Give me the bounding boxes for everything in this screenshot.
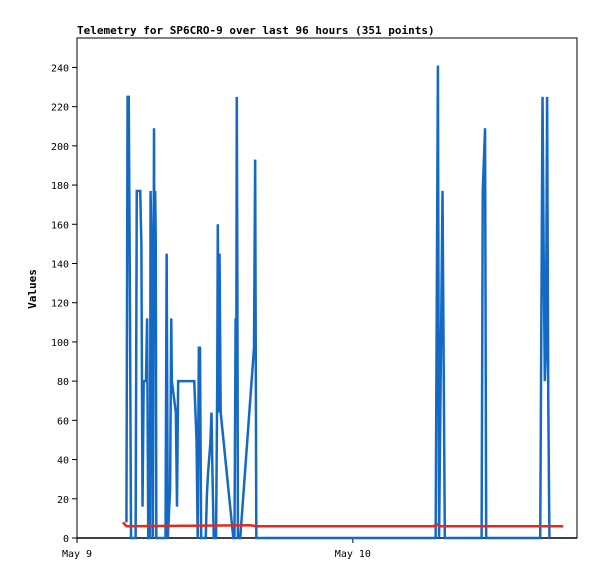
y-tick-label: 60: [57, 416, 69, 427]
series-layer: [122, 65, 564, 540]
series-line-2: [122, 521, 564, 528]
plot-area: [76, 37, 578, 539]
x-tick-label: May 9: [62, 549, 92, 560]
y-tick-label: 200: [51, 142, 69, 153]
series-line-1: [125, 65, 551, 540]
chart-title: Telemetry for SP6CRO-9 over last 96 hour…: [77, 24, 435, 37]
y-tick-label: 140: [51, 259, 69, 270]
x-axis: May 9 May 10: [62, 537, 577, 560]
y-tick-label: 240: [51, 63, 69, 74]
y-tick-label: 120: [51, 299, 69, 310]
y-axis: 0 20 40 60 80 100 120 140 160 180 200 220 240: [51, 63, 77, 545]
y-tick-label: 0: [63, 534, 69, 545]
y-axis-label: Values: [26, 269, 39, 309]
y-tick-label: 40: [57, 456, 69, 467]
y-tick-label: 80: [57, 377, 69, 388]
y-tick-label: 20: [57, 495, 69, 506]
x-tick-label: May 10: [335, 549, 371, 560]
y-tick-label: 100: [51, 338, 69, 349]
y-tick-label: 220: [51, 103, 69, 114]
y-tick-label: 180: [51, 181, 69, 192]
y-tick-label: 160: [51, 220, 69, 231]
